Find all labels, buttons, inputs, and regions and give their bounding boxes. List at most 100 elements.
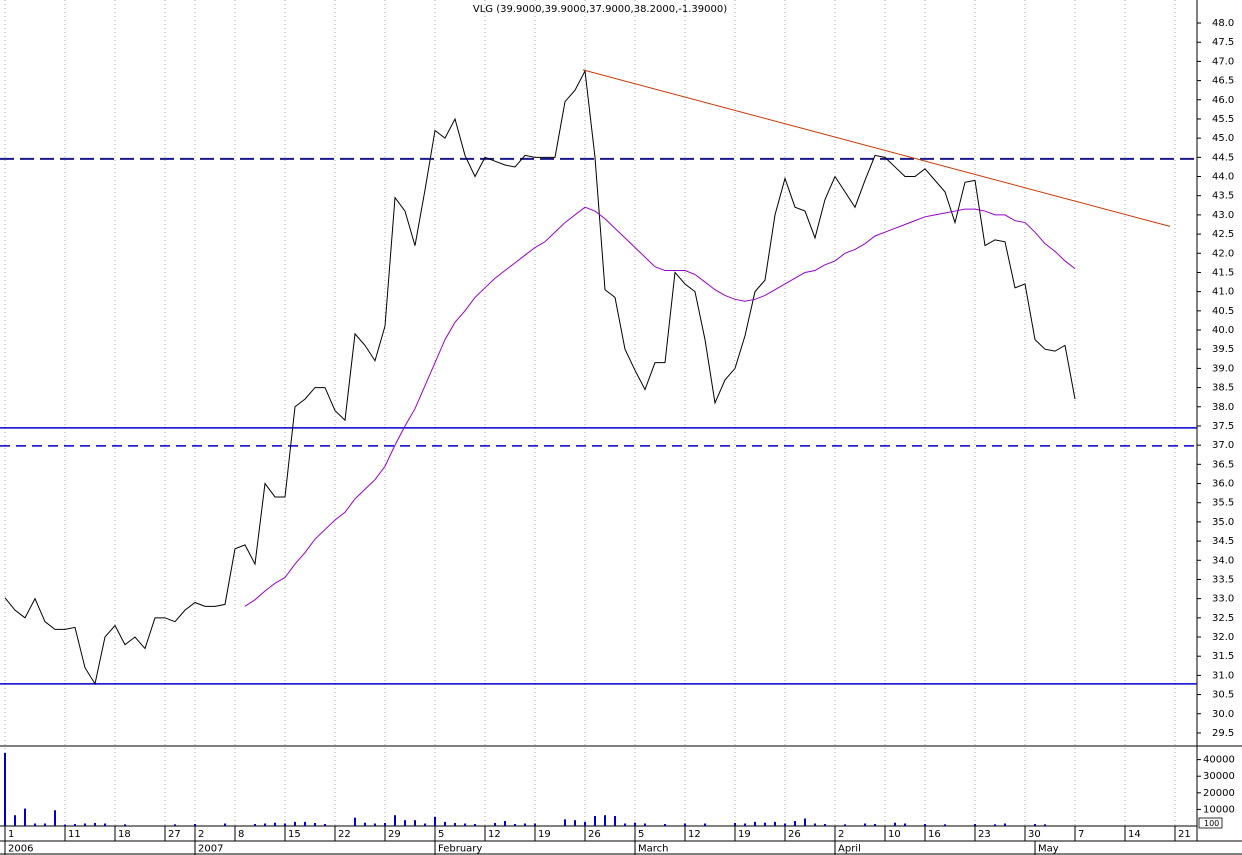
volume-bar [624, 823, 626, 826]
volume-bar [944, 824, 946, 826]
volume-bar [494, 823, 496, 826]
y-tick-label: 39.5 [1212, 344, 1234, 355]
volume-bar [594, 816, 596, 826]
volume-bar [264, 823, 266, 826]
volume-bar [354, 817, 356, 826]
y-tick-label: 43.5 [1212, 191, 1234, 202]
x-tick-label: 2 [838, 829, 844, 840]
volume-bar [504, 821, 506, 826]
volume-bar [774, 821, 776, 826]
volume-bar [894, 822, 896, 826]
volume-bar [94, 823, 96, 826]
volume-bar [394, 815, 396, 826]
scale-box [1198, 817, 1223, 829]
volume-bar [1034, 824, 1036, 826]
y-tick-label: 46.5 [1212, 76, 1234, 87]
y-tick-label: 31.0 [1212, 670, 1234, 681]
volume-tick-label: 40000 [1203, 755, 1235, 766]
x-tick-label: 26 [788, 829, 801, 840]
volume-bar [974, 824, 976, 826]
y-tick-label: 32.0 [1212, 632, 1234, 643]
x-tick-label: 11 [68, 829, 81, 840]
y-tick-label: 35.5 [1212, 498, 1234, 509]
month-label: March [638, 844, 668, 855]
volume-bar [704, 823, 706, 826]
x-tick-label: 19 [738, 829, 751, 840]
volume-bar [874, 824, 876, 826]
volume-bar [254, 824, 256, 826]
volume-bar [814, 823, 816, 826]
y-tick-label: 31.5 [1212, 651, 1234, 662]
volume-bar [314, 823, 316, 826]
volume-bar [794, 821, 796, 826]
x-tick-label: 22 [338, 829, 351, 840]
y-tick-label: 45.0 [1212, 133, 1234, 144]
y-tick-label: 29.5 [1212, 728, 1234, 739]
price-line [4, 69, 1076, 686]
volume-bar [24, 808, 26, 826]
volume-bar [194, 824, 196, 826]
y-tick-label: 37.5 [1212, 421, 1234, 432]
x-tick-label: 15 [288, 829, 301, 840]
volume-bar [404, 820, 406, 826]
y-tick-label: 30.5 [1212, 690, 1234, 701]
volume-bar [524, 823, 526, 826]
volume-bar [74, 824, 76, 826]
volume-bar [514, 824, 516, 826]
month-label: 2007 [198, 844, 223, 855]
x-tick-label: 7 [1078, 829, 1084, 840]
y-tick-label: 40.0 [1212, 325, 1234, 336]
volume-bar [84, 823, 86, 826]
x-tick-label: 12 [488, 829, 501, 840]
y-tick-label: 38.5 [1212, 383, 1234, 394]
x-tick-label: 16 [928, 829, 941, 840]
month-label: May [1038, 844, 1059, 855]
x-tick-label: 29 [388, 829, 401, 840]
volume-bar [224, 823, 226, 826]
x-tick-label: 14 [1128, 829, 1141, 840]
y-tick-label: 33.5 [1212, 574, 1234, 585]
y-tick-label: 36.5 [1212, 459, 1234, 470]
volume-bar [104, 823, 106, 826]
volume-bar [54, 810, 56, 826]
x-tick-label: 10 [888, 829, 901, 840]
volume-bar [274, 822, 276, 826]
y-tick-label: 34.0 [1212, 555, 1234, 566]
volume-bar [304, 821, 306, 826]
moving-average [244, 206, 1076, 607]
y-tick-label: 46.0 [1212, 95, 1234, 106]
y-tick-label: 37.0 [1212, 440, 1234, 451]
y-tick-label: 33.0 [1212, 594, 1234, 605]
volume-bar [434, 816, 436, 826]
volume-bar [324, 824, 326, 826]
volume-bar [464, 823, 466, 826]
month-label: April [838, 844, 861, 855]
y-tick-label: 38.0 [1212, 402, 1234, 413]
volume-bar [124, 824, 126, 826]
x-tick-label: 8 [238, 829, 244, 840]
x-tick-label: 27 [168, 829, 181, 840]
volume-bar [744, 823, 746, 826]
volume-bar [294, 821, 296, 826]
volume-bar [924, 824, 926, 826]
volume-bar [44, 823, 46, 826]
volume-bar [644, 823, 646, 826]
volume-bar [824, 824, 826, 826]
y-tick-label: 32.5 [1212, 613, 1234, 624]
x-tick-label: 12 [688, 829, 701, 840]
volume-bar [284, 823, 286, 826]
month-label: February [438, 844, 482, 855]
x-tick-label: 23 [978, 829, 991, 840]
volume-bar [764, 822, 766, 826]
volume-bar [734, 823, 736, 826]
y-tick-label: 47.5 [1212, 37, 1234, 48]
volume-bar [424, 823, 426, 826]
chart-title: VLG (39.9000,39.9000,37.9000,38.2000,-1.… [473, 4, 727, 15]
y-tick-label: 48.0 [1212, 18, 1234, 29]
x-tick-label: 18 [118, 829, 131, 840]
volume-bar [994, 824, 996, 826]
volume-bar [4, 752, 6, 826]
x-tick-label: 21 [1178, 829, 1191, 840]
y-tick-label: 47.0 [1212, 56, 1234, 67]
volume-bar [414, 820, 416, 826]
